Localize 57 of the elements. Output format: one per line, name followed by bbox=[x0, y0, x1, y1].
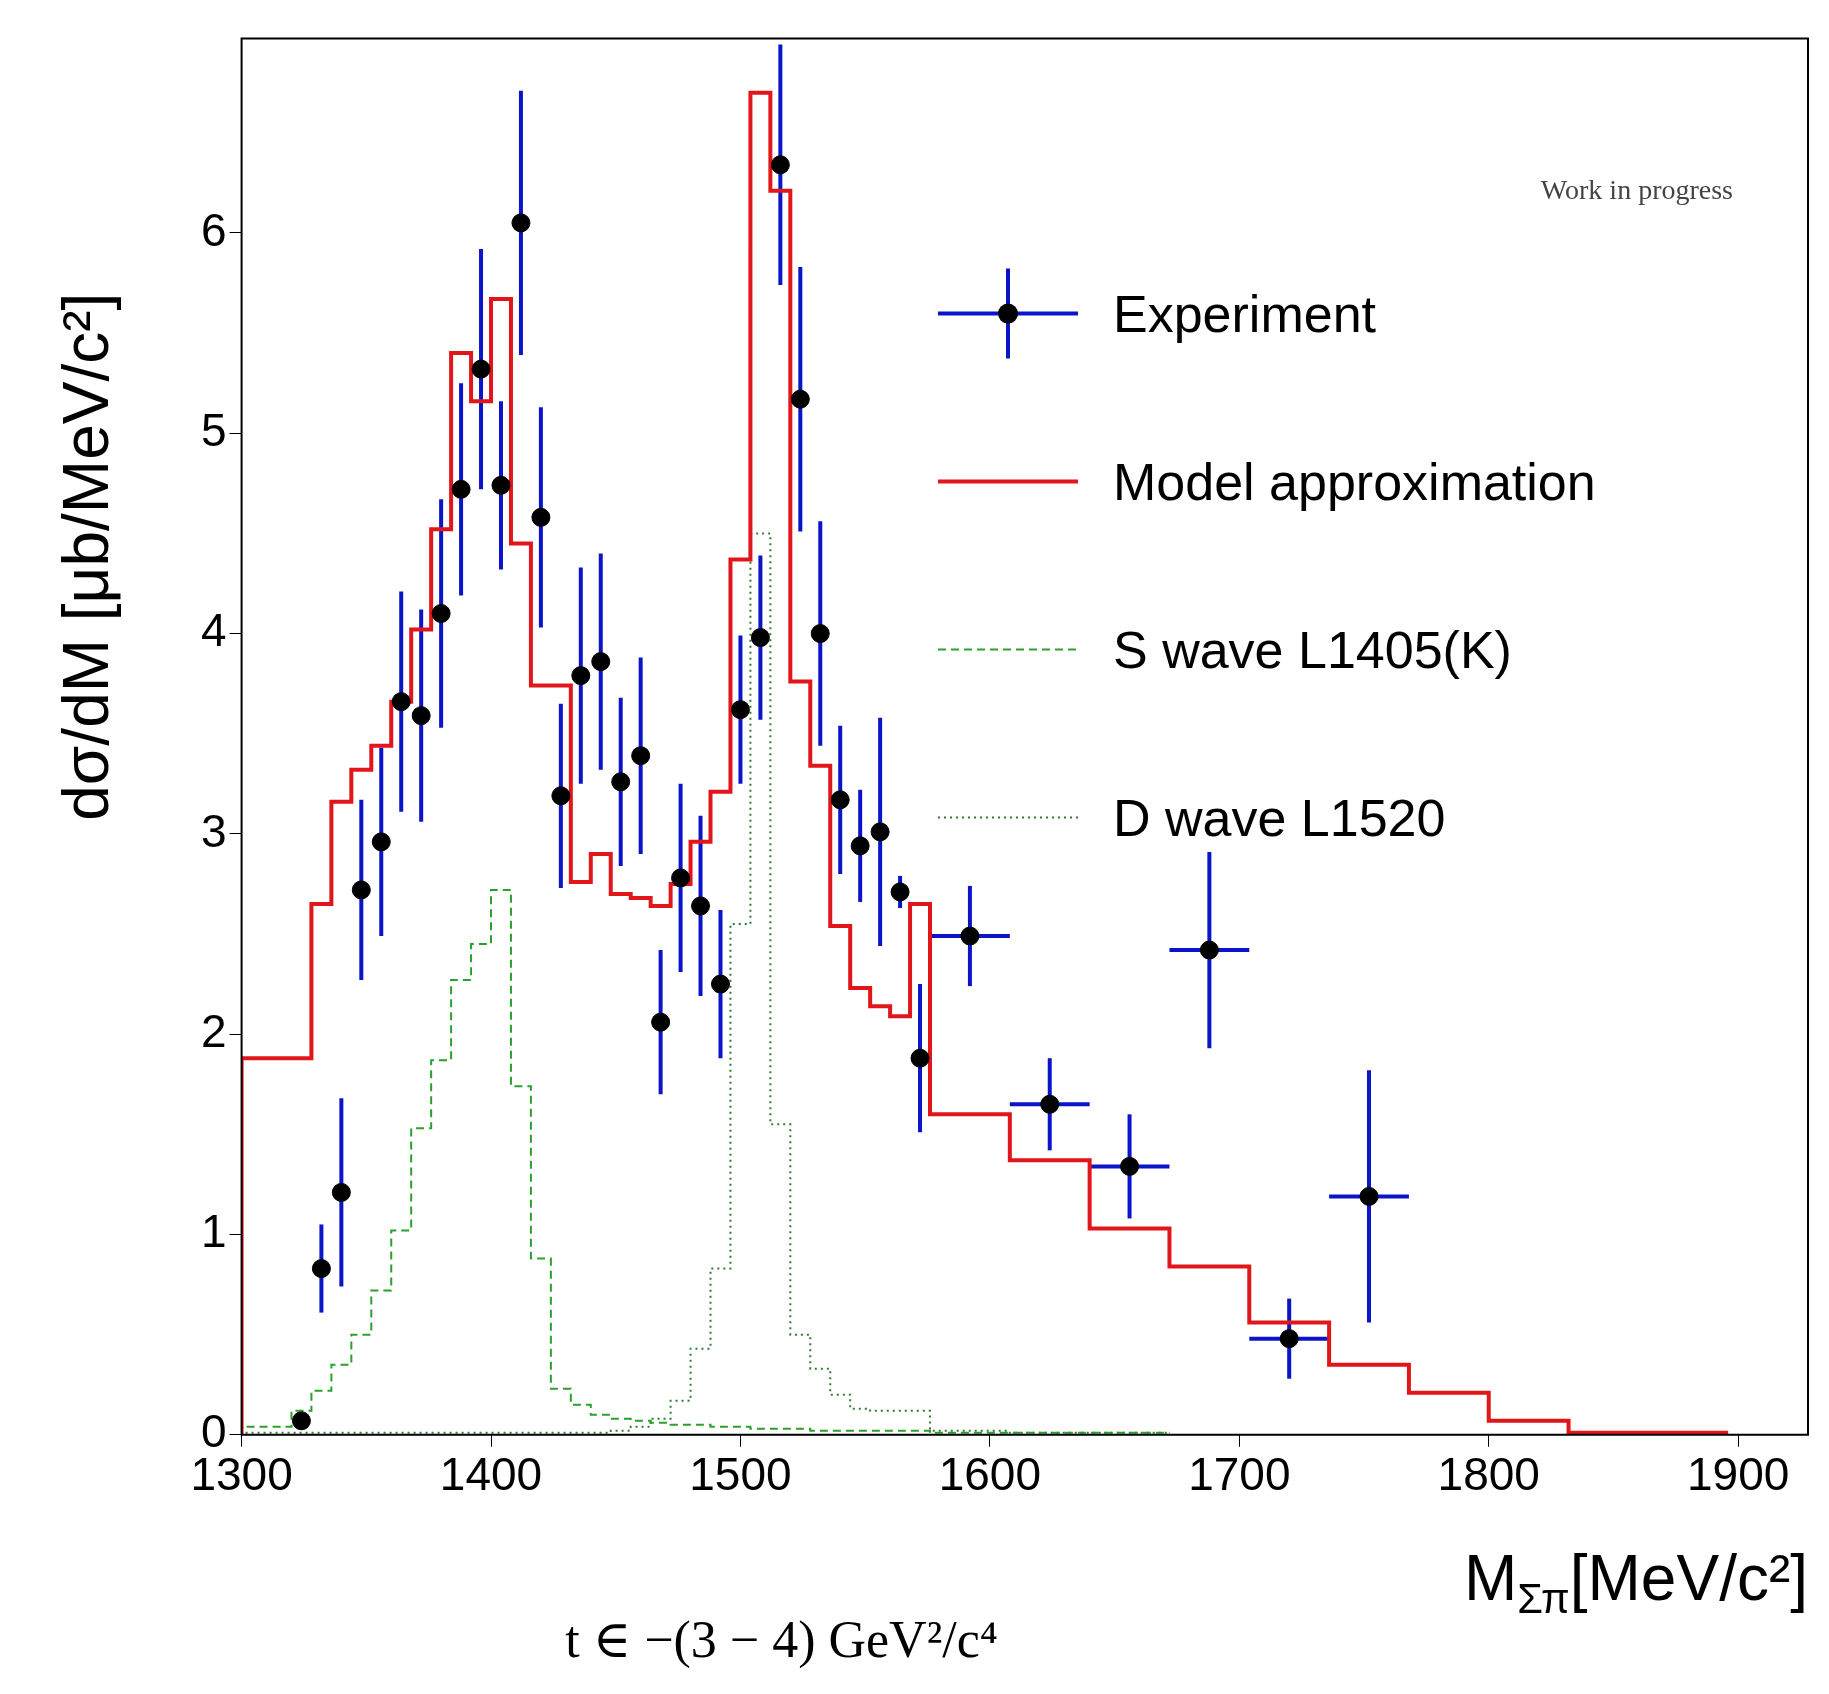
x-tick-label: 1600 bbox=[938, 1448, 1042, 1501]
point bbox=[1359, 1186, 1379, 1206]
point bbox=[391, 692, 411, 712]
y-tick-label: 1 bbox=[200, 1205, 227, 1258]
point bbox=[890, 882, 910, 902]
x-tick-label: 1700 bbox=[1188, 1448, 1291, 1501]
legend-label: D wave L1520 bbox=[1113, 788, 1446, 847]
point bbox=[671, 868, 691, 888]
x-tick-label: 1500 bbox=[689, 1448, 792, 1501]
point bbox=[850, 836, 870, 856]
point bbox=[471, 359, 491, 379]
point bbox=[371, 832, 391, 852]
point bbox=[1199, 940, 1219, 960]
x-tick-label: 1800 bbox=[1437, 1448, 1540, 1501]
point bbox=[730, 700, 750, 720]
annotation: Work in progress bbox=[1540, 173, 1734, 205]
point bbox=[1120, 1156, 1140, 1176]
point bbox=[631, 746, 651, 766]
point bbox=[651, 1012, 671, 1032]
legend-label: Experiment bbox=[1113, 284, 1377, 343]
y-axis-title: dσ/dM [μb/MeV/c²] bbox=[50, 292, 122, 821]
point bbox=[291, 1411, 311, 1431]
point bbox=[691, 896, 711, 916]
point bbox=[1279, 1329, 1299, 1349]
point bbox=[830, 790, 850, 810]
x-tick-label: 1900 bbox=[1686, 1448, 1790, 1501]
y-tick-label: 6 bbox=[200, 203, 227, 256]
y-tick-label: 3 bbox=[200, 804, 227, 857]
point bbox=[750, 628, 770, 648]
legend-label: Model approximation bbox=[1113, 452, 1596, 511]
point bbox=[910, 1048, 930, 1068]
point bbox=[1040, 1094, 1060, 1114]
point bbox=[551, 786, 571, 806]
point bbox=[571, 666, 591, 686]
point bbox=[870, 822, 890, 842]
point bbox=[351, 880, 371, 900]
point bbox=[710, 974, 730, 994]
x-tick-label: 1400 bbox=[439, 1448, 543, 1501]
point bbox=[331, 1182, 351, 1202]
y-tick-label: 4 bbox=[200, 604, 227, 657]
legend-label: S wave L1405(K) bbox=[1113, 620, 1512, 679]
point bbox=[431, 604, 451, 624]
point bbox=[611, 772, 631, 792]
point bbox=[790, 389, 810, 409]
point bbox=[511, 213, 531, 233]
point bbox=[591, 652, 611, 672]
text: t ∈ −(3 − 4) GeV²/c⁴ bbox=[565, 1610, 998, 1669]
point bbox=[491, 475, 511, 495]
point bbox=[531, 507, 551, 527]
y-tick-label: 2 bbox=[200, 1004, 227, 1057]
point bbox=[810, 624, 830, 644]
point bbox=[311, 1259, 331, 1279]
point bbox=[411, 706, 431, 726]
point bbox=[451, 479, 471, 499]
y-tick-label: 5 bbox=[200, 403, 227, 456]
point bbox=[770, 155, 790, 175]
point bbox=[960, 926, 980, 946]
